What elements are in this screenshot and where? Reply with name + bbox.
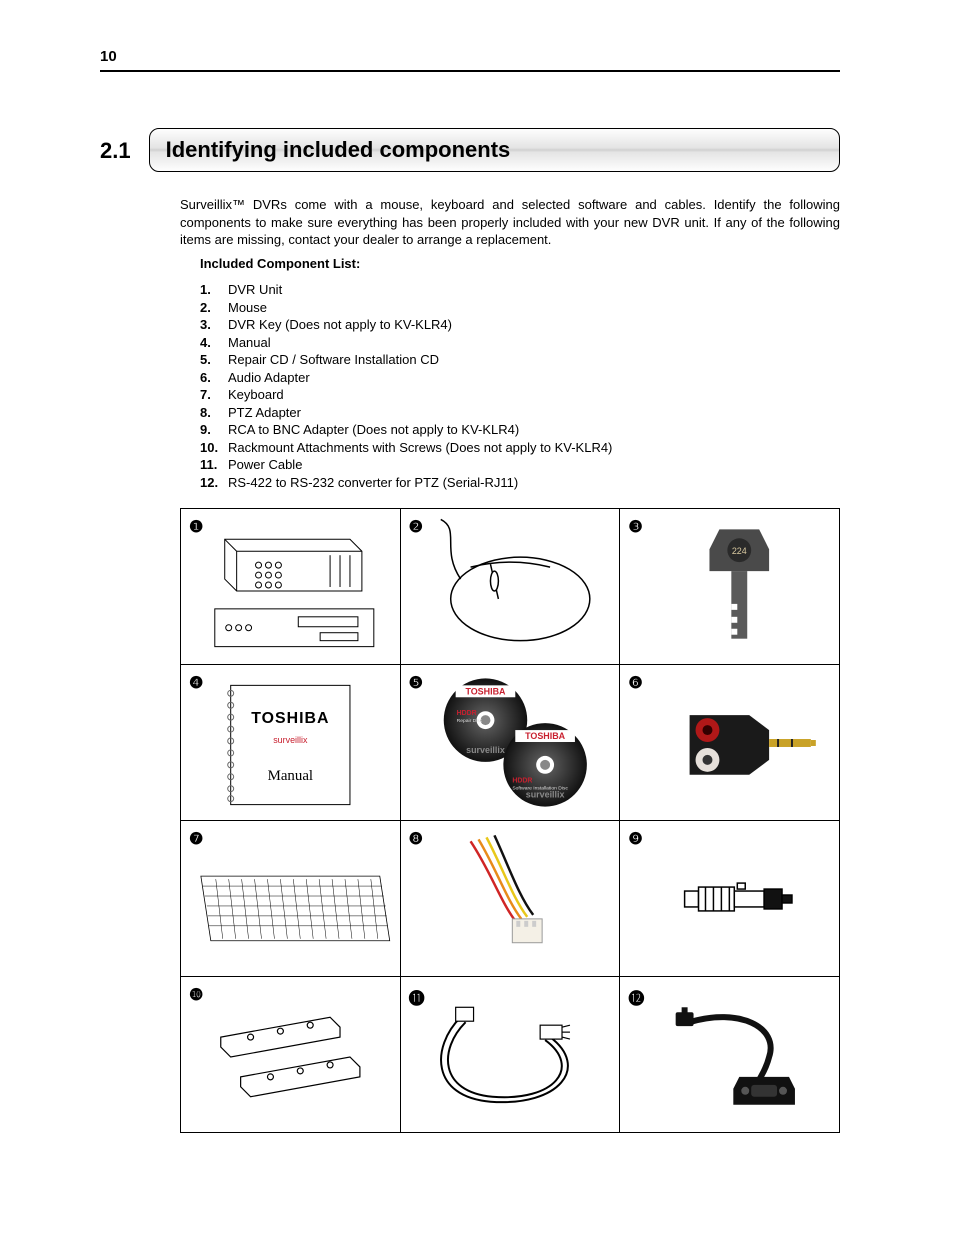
- cell-ptz-adapter: ❽: [400, 821, 620, 977]
- list-item: 2. Mouse: [200, 299, 840, 317]
- key-icon: 224: [620, 509, 839, 664]
- list-label: Power Cable: [228, 456, 302, 474]
- component-grid: ❶ ❷: [180, 508, 840, 1133]
- cell-keyboard: ❼: [181, 821, 401, 977]
- list-num: 2.: [200, 299, 222, 317]
- ptz-adapter-icon: [401, 821, 620, 976]
- list-num: 1.: [200, 281, 222, 299]
- list-label: Mouse: [228, 299, 267, 317]
- list-num: 10.: [200, 439, 222, 457]
- list-item: 4. Manual: [200, 334, 840, 352]
- svg-text:HDDR: HDDR: [456, 710, 476, 717]
- rs422-icon: [620, 977, 839, 1132]
- list-label: DVR Key (Does not apply to KV-KLR4): [228, 316, 452, 334]
- page: 10 2.1 Identifying included components S…: [0, 0, 954, 1235]
- list-num: 8.: [200, 404, 222, 422]
- svg-text:surveillix: surveillix: [466, 745, 505, 755]
- list-num: 4.: [200, 334, 222, 352]
- list-label: RS-422 to RS-232 converter for PTZ (Seri…: [228, 474, 518, 492]
- list-label: Manual: [228, 334, 271, 352]
- cell-rackmount: ❿: [181, 977, 401, 1133]
- svg-text:224: 224: [732, 546, 747, 556]
- svg-text:Repair Disc: Repair Disc: [456, 718, 482, 724]
- section-number: 2.1: [100, 128, 131, 172]
- cell-dvr-unit: ❶: [181, 509, 401, 665]
- list-num: 12.: [200, 474, 222, 492]
- section-header: 2.1 Identifying included components: [100, 128, 840, 172]
- list-num: 11.: [200, 456, 222, 474]
- power-cable-icon: [401, 977, 620, 1132]
- list-label: DVR Unit: [228, 281, 282, 299]
- svg-text:Manual: Manual: [268, 768, 314, 784]
- svg-text:TOSHIBA: TOSHIBA: [251, 710, 329, 727]
- list-num: 3.: [200, 316, 222, 334]
- svg-text:surveillix: surveillix: [273, 735, 308, 745]
- svg-text:TOSHIBA: TOSHIBA: [465, 686, 506, 696]
- list-item: 10. Rackmount Attachments with Screws (Do…: [200, 439, 840, 457]
- cd-icon: TOSHIBA HDDR Repair Disc surveillix TOSH…: [401, 665, 620, 820]
- cell-mouse: ❷: [400, 509, 620, 665]
- component-list: 1. DVR Unit 2. Mouse 3. DVR Key (Does not a…: [200, 281, 840, 492]
- rackmount-icon: [181, 977, 400, 1132]
- page-rule: [100, 70, 840, 72]
- cell-audio-adapter: ❻: [620, 665, 840, 821]
- dvr-unit-icon: [181, 509, 400, 664]
- list-item: 1. DVR Unit: [200, 281, 840, 299]
- manual-icon: TOSHIBA surveillix Manual: [181, 665, 400, 820]
- list-item: 6. Audio Adapter: [200, 369, 840, 387]
- intro-paragraph: Surveillix™ DVRs come with a mouse, keyb…: [180, 196, 840, 249]
- list-num: 7.: [200, 386, 222, 404]
- cell-rca-bnc: ❾: [620, 821, 840, 977]
- list-label: Audio Adapter: [228, 369, 310, 387]
- section-title: Identifying included components: [149, 128, 840, 172]
- svg-text:HDDR: HDDR: [512, 778, 532, 785]
- mouse-icon: [401, 509, 620, 664]
- rca-bnc-icon: [620, 821, 839, 976]
- list-label: Rackmount Attachments with Screws (Does …: [228, 439, 612, 457]
- list-label: PTZ Adapter: [228, 404, 301, 422]
- svg-text:TOSHIBA: TOSHIBA: [525, 731, 566, 741]
- subheading: Included Component List:: [200, 256, 360, 271]
- svg-text:surveillix: surveillix: [525, 790, 564, 800]
- audio-adapter-icon: [620, 665, 839, 820]
- list-label: Repair CD / Software Installation CD: [228, 351, 439, 369]
- keyboard-icon: [181, 821, 400, 976]
- list-num: 5.: [200, 351, 222, 369]
- list-item: 11. Power Cable: [200, 456, 840, 474]
- list-item: 5. Repair CD / Software Installation CD: [200, 351, 840, 369]
- list-label: RCA to BNC Adapter (Does not apply to KV…: [228, 421, 519, 439]
- cell-manual: ❹ TOSHIBA surveillix Manual: [181, 665, 401, 821]
- list-item: 8. PTZ Adapter: [200, 404, 840, 422]
- cell-dvr-key: ❸ 224: [620, 509, 840, 665]
- list-num: 9.: [200, 421, 222, 439]
- list-item: 9. RCA to BNC Adapter (Does not apply to …: [200, 421, 840, 439]
- list-label: Keyboard: [228, 386, 284, 404]
- page-number: 10: [100, 48, 117, 65]
- cell-cds: ❺ TOSHIBA HDDR Repair Disc surveillix: [400, 665, 620, 821]
- cell-power-cable: ⓫: [400, 977, 620, 1133]
- list-item: 7. Keyboard: [200, 386, 840, 404]
- cell-rs422-converter: ⓬: [620, 977, 840, 1133]
- list-item: 12. RS-422 to RS-232 converter for PTZ (S…: [200, 474, 840, 492]
- list-num: 6.: [200, 369, 222, 387]
- list-item: 3. DVR Key (Does not apply to KV-KLR4): [200, 316, 840, 334]
